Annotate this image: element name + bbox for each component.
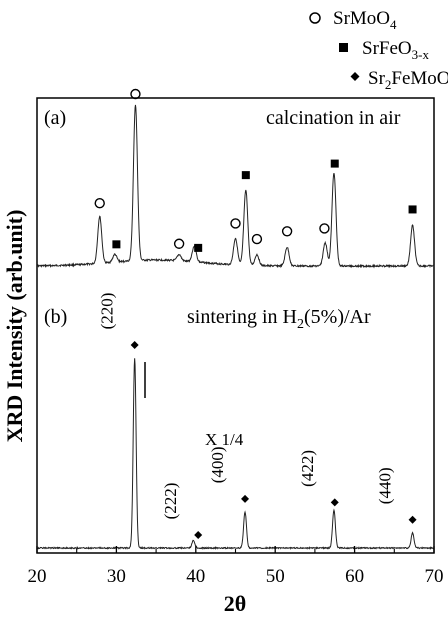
marker-srmoo4 — [251, 233, 263, 245]
marker-srfeo3 — [112, 240, 121, 249]
hkl-labels: (220) (222) (400) (422) (440) — [98, 293, 395, 520]
legend-label-srfeo3: SrFeO3-x — [362, 38, 429, 62]
hkl-label: (440) — [376, 467, 395, 504]
marker-srmoo4 — [281, 226, 293, 237]
marker-sr2femoo6 — [330, 498, 339, 507]
scale-annotation: X 1/4 — [205, 430, 244, 449]
marker-sr2femoo6 — [130, 341, 139, 349]
marker-srfeo3 — [330, 159, 339, 168]
panel-b-title: sintering in H2(5%)/Ar — [187, 306, 371, 332]
y-axis-label: XRD Intensity (arb.unit) — [2, 210, 27, 443]
marker-srmoo4 — [319, 223, 330, 234]
marker-srfeo3 — [408, 205, 417, 214]
x-axis-label: 2θ — [224, 591, 246, 616]
x-tick-label: 30 — [107, 566, 126, 587]
trace-panel-a — [36, 104, 435, 269]
x-tick-label: 20 — [28, 566, 47, 587]
legend: SrMoO4 SrFeO3-x Sr2FeMoO6 — [309, 8, 448, 92]
marker-srmoo4 — [94, 197, 105, 209]
legend-marker-sr2femoo6 — [350, 72, 360, 81]
x-tick-label: 70 — [425, 566, 444, 587]
legend-marker-srmoo4 — [309, 12, 321, 24]
marker-sr2femoo6 — [194, 530, 203, 539]
legend-label-srmoo4: SrMoO4 — [333, 8, 397, 32]
panel-a-title: calcination in air — [266, 107, 401, 129]
x-axis: 20 30 40 50 60 70 — [28, 546, 444, 587]
hkl-label: (422) — [298, 450, 317, 487]
hkl-label: (220) — [98, 293, 117, 330]
marker-srfeo3 — [241, 171, 250, 180]
phase-markers — [94, 88, 417, 539]
panel-b-label: (b) — [44, 306, 67, 328]
marker-srmoo4 — [230, 218, 241, 229]
marker-srmoo4 — [173, 238, 185, 249]
x-tick-label: 40 — [186, 566, 205, 587]
trace-panel-b — [36, 358, 435, 551]
marker-srfeo3 — [194, 243, 203, 252]
x-tick-label: 50 — [266, 566, 285, 587]
marker-sr2femoo6 — [408, 515, 417, 524]
x-tick-label: 60 — [345, 566, 364, 587]
hkl-label: (400) — [208, 446, 227, 483]
marker-srmoo4 — [130, 88, 141, 100]
legend-marker-srfeo3 — [339, 43, 348, 52]
panel-a-label: (a) — [44, 107, 66, 129]
marker-sr2femoo6 — [241, 494, 250, 503]
legend-label-sr2femoo6: Sr2FeMoO6 — [368, 68, 448, 92]
hkl-label: (222) — [161, 483, 180, 520]
